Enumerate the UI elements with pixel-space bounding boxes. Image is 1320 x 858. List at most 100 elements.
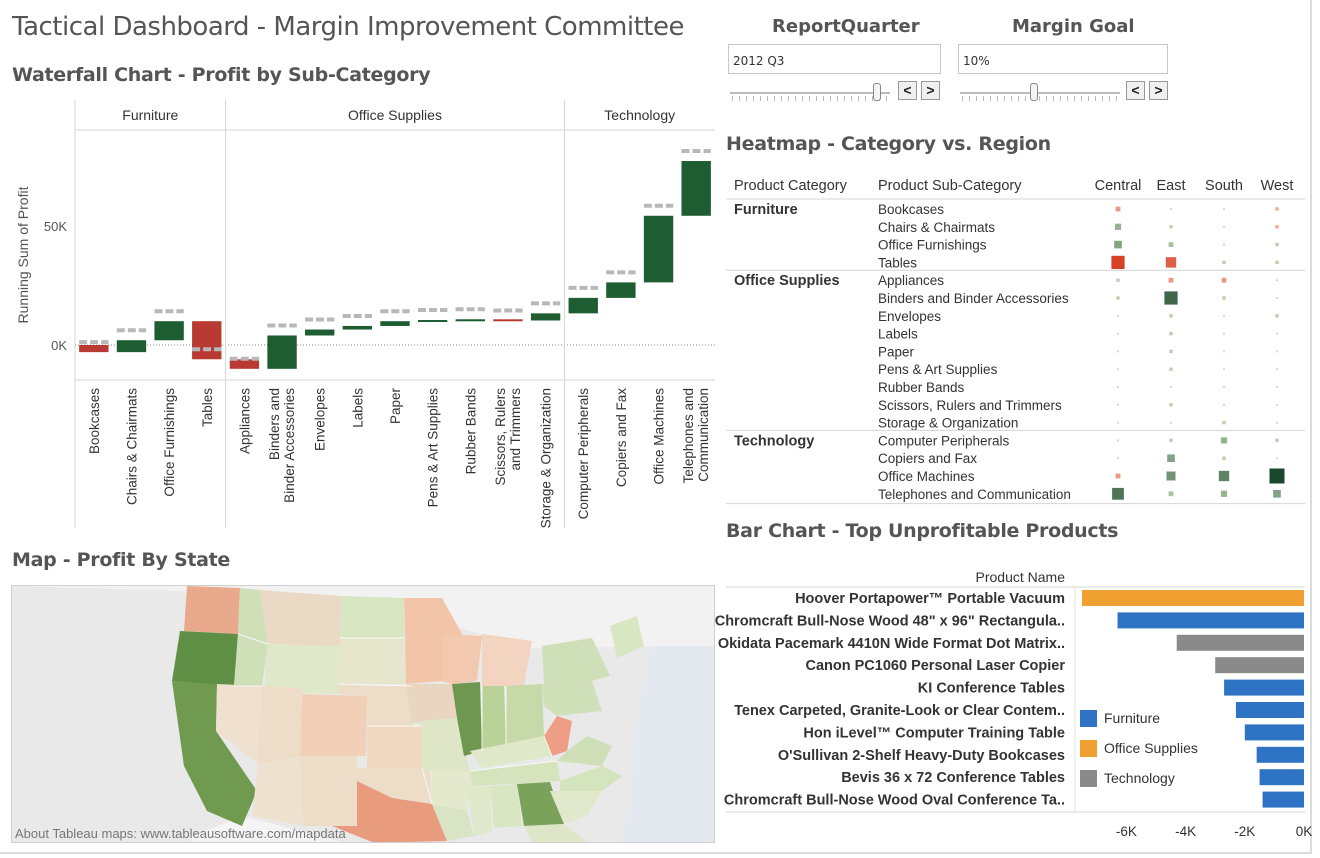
heatmap-cell[interactable] bbox=[1169, 438, 1173, 443]
heatmap-region-header-central[interactable]: Central bbox=[1095, 178, 1142, 194]
heatmap-cell[interactable] bbox=[1167, 454, 1175, 462]
bar-chart-category-label[interactable]: Okidata Pacemark 4410N Wide Format Dot M… bbox=[718, 636, 1065, 652]
heatmap-cell[interactable] bbox=[1223, 225, 1225, 228]
heatmap-cell[interactable] bbox=[1223, 368, 1225, 371]
report-quarter-prev-button[interactable]: < bbox=[898, 81, 917, 100]
bar-chart-bar-o-sullivan-2-shelf-heavy-duty-bookcases[interactable] bbox=[1256, 746, 1304, 763]
state-mississippi[interactable] bbox=[467, 786, 492, 836]
us-profit-map[interactable]: About Tableau maps: www.tableausoftware.… bbox=[12, 586, 714, 842]
bar-chart-bar-hon-ilevel-computer-training-table[interactable] bbox=[1244, 724, 1304, 741]
heatmap-cell[interactable] bbox=[1164, 291, 1178, 305]
state-new-york[interactable] bbox=[542, 638, 610, 684]
heatmap-cell[interactable] bbox=[1112, 487, 1124, 500]
state-texas[interactable] bbox=[332, 781, 447, 842]
heatmap-cell[interactable] bbox=[1276, 386, 1278, 388]
bar-chart-category-label[interactable]: Canon PC1060 Personal Laser Copier bbox=[806, 658, 1066, 674]
waterfall-group-header-furniture[interactable]: Furniture bbox=[122, 107, 178, 123]
waterfall-bar-paper[interactable] bbox=[380, 321, 410, 326]
report-quarter-next-button[interactable]: > bbox=[921, 81, 940, 100]
heatmap-region-header-west[interactable]: West bbox=[1261, 178, 1294, 194]
heatmap-cell[interactable] bbox=[1222, 296, 1226, 300]
heatmap-cell[interactable] bbox=[1275, 242, 1279, 247]
waterfall-bar-labels[interactable] bbox=[342, 325, 373, 330]
heatmap-cell[interactable] bbox=[1223, 243, 1225, 246]
report-quarter-slider-thumb[interactable] bbox=[873, 83, 881, 101]
waterfall-bar-binders-and-binder-accessories[interactable] bbox=[267, 335, 297, 369]
margin-goal-next-button[interactable]: > bbox=[1149, 81, 1168, 100]
bar-chart-bar-hoover-portapower-portable-vacuum[interactable] bbox=[1082, 590, 1304, 606]
bar-chart-category-label[interactable]: Hoover Portapower™ Portable Vacuum bbox=[795, 591, 1065, 607]
state-utah[interactable] bbox=[258, 686, 302, 764]
bar-chart-bar-ki-conference-tables[interactable] bbox=[1224, 679, 1304, 696]
heatmap-cell[interactable] bbox=[1169, 331, 1173, 336]
state-new-england[interactable] bbox=[610, 616, 644, 658]
heatmap-cell[interactable] bbox=[1116, 278, 1120, 282]
heatmap-cell[interactable] bbox=[1223, 386, 1225, 388]
heatmap-cell[interactable] bbox=[1116, 296, 1120, 300]
bar-chart-category-label[interactable]: Chromcraft Bull-Nose Wood 48" x 96" Rect… bbox=[715, 613, 1065, 629]
waterfall-bar-office-furnishings[interactable] bbox=[154, 321, 184, 341]
waterfall-bar-copiers-and-fax[interactable] bbox=[606, 282, 636, 298]
state-new-mexico[interactable] bbox=[300, 756, 357, 826]
heatmap-cell[interactable] bbox=[1275, 260, 1279, 265]
heatmap-cell[interactable] bbox=[1223, 208, 1225, 210]
bar-chart-bar-bevis-36-x-72-conference-tables[interactable] bbox=[1259, 769, 1304, 786]
state-west-virginia[interactable] bbox=[544, 716, 572, 756]
waterfall-bar-bookcases[interactable] bbox=[79, 345, 109, 353]
heatmap-cell[interactable] bbox=[1276, 350, 1278, 353]
state-oregon[interactable] bbox=[172, 631, 238, 686]
heatmap-cell[interactable] bbox=[1168, 242, 1174, 247]
state-idaho[interactable] bbox=[234, 588, 268, 686]
heatmap-cell[interactable] bbox=[1276, 279, 1278, 282]
heatmap-cell[interactable] bbox=[1170, 386, 1172, 388]
state-pennsylvania[interactable] bbox=[542, 681, 602, 716]
waterfall-bar-storage-organization[interactable] bbox=[530, 313, 561, 321]
heatmap-cell[interactable] bbox=[1276, 421, 1278, 424]
heatmap-cell[interactable] bbox=[1170, 421, 1172, 424]
margin-goal-input[interactable]: 10% bbox=[958, 44, 1168, 74]
heatmap-cell[interactable] bbox=[1117, 368, 1119, 371]
waterfall-bar-office-machines[interactable] bbox=[643, 215, 674, 283]
heatmap-cell[interactable] bbox=[1117, 350, 1119, 353]
heatmap-cell[interactable] bbox=[1169, 314, 1173, 318]
report-quarter-input[interactable]: 2012 Q3 bbox=[728, 44, 941, 74]
heatmap-cell[interactable] bbox=[1168, 491, 1174, 497]
heatmap-cell[interactable] bbox=[1218, 470, 1230, 482]
state-virginia[interactable] bbox=[557, 736, 612, 766]
margin-goal-slider-thumb[interactable] bbox=[1030, 83, 1038, 101]
state-washington[interactable] bbox=[184, 586, 240, 634]
heatmap-cell[interactable] bbox=[1117, 439, 1119, 442]
heatmap-cell[interactable] bbox=[1170, 208, 1172, 210]
state-north-carolina[interactable] bbox=[560, 766, 622, 791]
waterfall-bar-telephones-and-communication[interactable] bbox=[681, 161, 711, 216]
bar-chart-bar-canon-pc1060-personal-laser-copier[interactable] bbox=[1215, 657, 1304, 674]
heatmap-cell[interactable] bbox=[1169, 225, 1173, 229]
state-south-carolina[interactable] bbox=[550, 791, 602, 824]
margin-goal-prev-button[interactable]: < bbox=[1126, 81, 1145, 100]
heatmap-cell[interactable] bbox=[1273, 490, 1281, 498]
heatmap-cell[interactable] bbox=[1220, 490, 1228, 497]
margin-goal-slider-track[interactable] bbox=[960, 92, 1120, 94]
state-california[interactable] bbox=[172, 681, 257, 826]
heatmap-cell[interactable] bbox=[1117, 421, 1119, 424]
state-alabama[interactable] bbox=[490, 784, 522, 828]
state-indiana[interactable] bbox=[482, 686, 506, 751]
bar-chart-category-label[interactable]: Tenex Carpeted, Granite-Look or Clear Co… bbox=[734, 703, 1065, 719]
heatmap-cell[interactable] bbox=[1275, 207, 1279, 211]
heatmap-cell[interactable] bbox=[1169, 403, 1173, 407]
bar-chart-category-label[interactable]: Bevis 36 x 72 Conference Tables bbox=[841, 770, 1065, 786]
state-montana[interactable] bbox=[260, 590, 342, 646]
heatmap-cell[interactable] bbox=[1169, 349, 1173, 354]
waterfall-group-header-office-supplies[interactable]: Office Supplies bbox=[348, 107, 442, 123]
state-louisiana[interactable] bbox=[432, 804, 474, 841]
heatmap-cell[interactable] bbox=[1115, 206, 1121, 212]
bar-chart-bar-tenex-carpeted-granite-look-or-clear-contem[interactable] bbox=[1235, 702, 1304, 718]
heatmap-cell[interactable] bbox=[1276, 297, 1278, 299]
state-florida[interactable] bbox=[524, 824, 587, 842]
heatmap-cell[interactable] bbox=[1166, 471, 1176, 481]
state-kansas[interactable] bbox=[367, 726, 422, 768]
waterfall-bar-appliances[interactable] bbox=[229, 359, 260, 369]
bar-chart-category-label[interactable]: O'Sullivan 2-Shelf Heavy-Duty Bookcases bbox=[778, 748, 1065, 764]
bar-chart-bar-chromcraft-bull-nose-wood-48-x-96-rectangula[interactable] bbox=[1117, 612, 1304, 629]
state-south-dakota[interactable] bbox=[338, 638, 406, 684]
